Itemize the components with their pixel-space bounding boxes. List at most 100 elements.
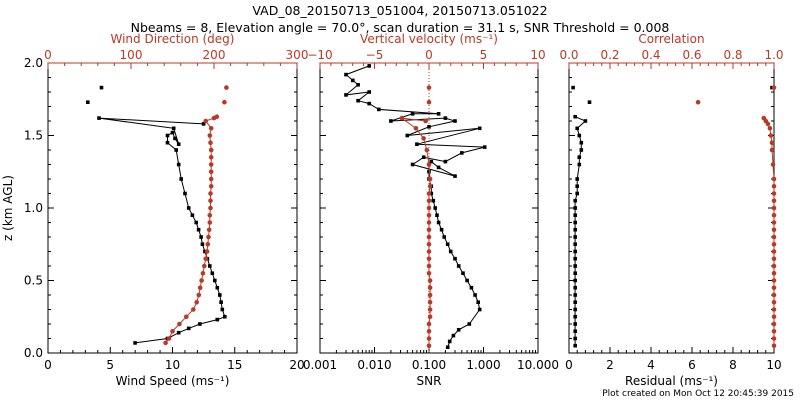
top-tick-label: 0.4 — [641, 48, 660, 62]
x-axis-label: Residual (ms⁻¹) — [625, 374, 718, 388]
data-point — [351, 78, 355, 83]
data-point — [467, 322, 472, 326]
data-point — [771, 242, 777, 247]
data-point — [426, 271, 432, 276]
data-point — [179, 177, 183, 181]
data-point — [200, 271, 206, 276]
data-point — [573, 198, 577, 203]
data-point — [223, 314, 227, 319]
data-point — [771, 85, 777, 90]
data-point — [583, 119, 588, 123]
data-point — [222, 99, 227, 105]
data-point — [426, 191, 432, 196]
top-tick-label: 0.0 — [559, 48, 578, 62]
data-point — [177, 321, 182, 327]
data-point — [771, 191, 777, 196]
top-tick-label: 0.6 — [682, 48, 701, 62]
data-point — [771, 256, 777, 262]
data-point — [771, 285, 777, 291]
top-tick-label: 0 — [425, 48, 433, 62]
data-point — [205, 242, 211, 247]
data-point — [573, 278, 577, 283]
data-point — [579, 148, 584, 152]
data-point — [426, 321, 432, 327]
data-point — [771, 213, 777, 218]
top-tick-label: 5 — [480, 48, 488, 62]
data-point — [214, 114, 220, 119]
data-point — [344, 72, 348, 77]
data-point — [771, 329, 777, 334]
data-point — [186, 206, 191, 210]
data-point — [356, 83, 360, 87]
data-point — [208, 264, 212, 268]
x-tick-label: 2 — [606, 358, 614, 372]
data-point — [577, 162, 582, 167]
data-point — [473, 293, 477, 297]
data-point — [208, 155, 214, 160]
data-point — [405, 133, 410, 138]
data-point — [761, 115, 767, 121]
data-point — [165, 140, 170, 145]
top-axis-label: Correlation — [638, 32, 704, 46]
data-point — [771, 300, 777, 305]
plot-frame — [47, 62, 298, 354]
x-tick-label: 10 — [165, 358, 180, 372]
data-point — [771, 336, 777, 341]
data-point — [367, 90, 371, 94]
data-point — [431, 198, 436, 203]
data-point — [435, 213, 439, 217]
data-point — [426, 242, 432, 247]
data-point — [356, 98, 360, 103]
top-tick-label: 0.8 — [723, 48, 742, 62]
data-point — [208, 205, 213, 211]
data-point — [771, 321, 777, 327]
data-point — [427, 169, 431, 174]
series-line — [399, 117, 431, 346]
top-axis-label: Wind Direction (deg) — [111, 32, 235, 46]
data-point — [171, 126, 176, 131]
data-point — [436, 112, 441, 116]
data-point — [573, 242, 577, 246]
data-point — [573, 336, 577, 341]
data-point — [410, 112, 415, 116]
data-point — [429, 159, 434, 164]
data-point — [573, 314, 577, 319]
data-point — [208, 162, 214, 167]
data-point — [427, 278, 433, 283]
top-tick-label: −10 — [307, 48, 332, 62]
data-point — [203, 256, 208, 262]
data-point — [208, 140, 213, 146]
data-point — [445, 345, 450, 349]
data-point — [769, 147, 775, 153]
data-point — [99, 85, 104, 90]
data-point — [199, 235, 203, 239]
data-point — [573, 220, 577, 225]
x-tick-label: 0 — [44, 358, 52, 372]
data-point — [573, 264, 577, 268]
data-point — [477, 126, 482, 131]
data-point — [424, 147, 430, 153]
data-point — [771, 205, 777, 211]
data-point — [443, 116, 448, 120]
data-point — [220, 307, 225, 312]
data-point — [767, 126, 773, 131]
data-point — [771, 227, 777, 233]
data-point — [213, 278, 217, 283]
data-point — [191, 307, 196, 312]
data-point — [176, 162, 181, 167]
series-line — [344, 65, 485, 348]
plot-frame — [568, 62, 775, 354]
data-point — [573, 249, 577, 254]
data-point — [176, 142, 181, 146]
data-point — [456, 264, 461, 268]
data-point — [448, 249, 453, 254]
data-point — [573, 235, 577, 239]
top-axis-label: Vertical velocity (ms⁻¹) — [360, 32, 498, 46]
data-point — [469, 285, 474, 290]
x-axis-label: Wind Speed (ms⁻¹) — [116, 374, 230, 388]
data-point — [426, 336, 432, 341]
data-point — [771, 314, 777, 320]
data-point — [194, 300, 199, 305]
data-point — [461, 271, 465, 275]
x-tick-label: 10 — [766, 358, 781, 372]
